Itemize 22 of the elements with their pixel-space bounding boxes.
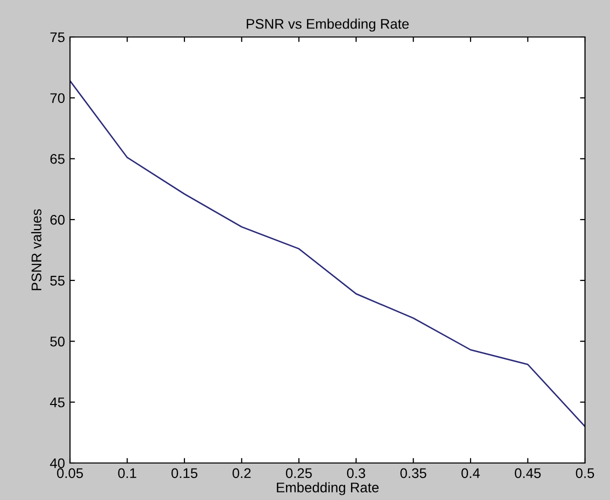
x-tick-label: 0.4 xyxy=(461,468,480,478)
x-tick-label: 0.05 xyxy=(57,468,83,478)
line-series xyxy=(70,80,585,428)
y-tick-label: 45 xyxy=(50,398,65,408)
y-axis-title: PSNR values xyxy=(31,209,42,290)
y-tick-label: 65 xyxy=(50,154,65,164)
x-tick-label: 0.2 xyxy=(232,468,251,478)
x-tick-label: 0.5 xyxy=(576,468,594,478)
y-tick-label: 60 xyxy=(50,214,65,225)
y-tick-label: 70 xyxy=(50,93,65,104)
y-tick-label: 75 xyxy=(50,32,65,42)
x-tick-label: 0.3 xyxy=(347,468,366,478)
y-tick-label: 40 xyxy=(50,458,65,468)
x-tick-label: 0.45 xyxy=(514,468,541,478)
x-tick-label: 0.15 xyxy=(171,468,198,478)
y-tick-label: 50 xyxy=(50,336,65,346)
x-tick-label: 0.35 xyxy=(400,468,426,478)
x-tick-label: 0.1 xyxy=(118,468,136,478)
y-tick-label: 55 xyxy=(50,276,65,286)
x-axis-title: Embedding Rate xyxy=(276,482,379,496)
x-tick-label: 0.25 xyxy=(286,468,312,478)
chart-title: PSNR vs Embedding Rate xyxy=(246,18,409,32)
